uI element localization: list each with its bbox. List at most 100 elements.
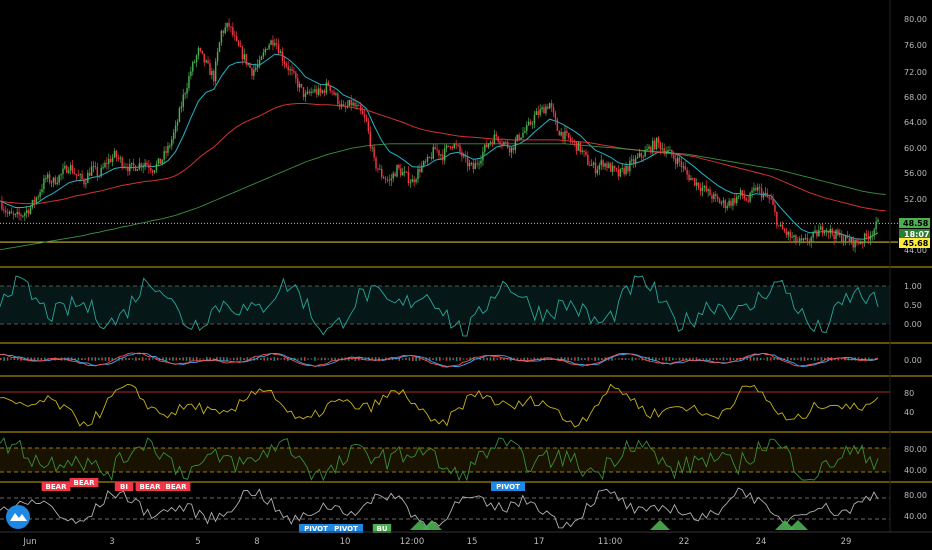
candle-body: [779, 224, 782, 227]
candle-body: [138, 163, 141, 170]
macd-hist-bar: [638, 358, 640, 360]
macd-hist-bar: [644, 357, 647, 361]
macd-hist-bar: [121, 357, 124, 361]
candle-body: [726, 205, 728, 209]
signal-label: PIVOT: [496, 483, 520, 491]
macd-hist-bar: [688, 357, 691, 361]
candle-body: [440, 154, 442, 156]
candle-body: [237, 40, 240, 46]
candle-body: [354, 102, 356, 107]
candle-body: [568, 132, 570, 139]
candle-body: [184, 93, 186, 95]
macd-hist-bar: [803, 357, 806, 361]
candle-body: [127, 167, 129, 172]
candle-body: [71, 165, 74, 173]
ema-slow-line: [0, 103, 886, 212]
macd-hist-bar: [16, 357, 19, 361]
candle-body: [590, 164, 593, 166]
candle-body: [405, 171, 408, 173]
candle-body: [308, 91, 310, 94]
candle-body: [45, 178, 47, 180]
macd-hist-bar: [300, 357, 303, 361]
candle-body: [325, 82, 328, 93]
candle-body: [348, 99, 351, 106]
candle-body: [306, 91, 309, 94]
candle-body: [329, 85, 331, 91]
tradingview-logo-icon[interactable]: [6, 505, 30, 529]
macd-hist-bar: [10, 358, 12, 360]
candle-body: [396, 164, 398, 177]
candle-body: [350, 99, 352, 106]
candle-body: [541, 107, 543, 110]
candle-body: [703, 185, 706, 188]
macd-hist-bar: [597, 357, 600, 361]
candle-body: [337, 93, 339, 105]
macd-hist-bar: [516, 357, 519, 361]
candle-body: [598, 165, 601, 170]
macd-hist-bar: [729, 357, 732, 361]
candle-body: [695, 182, 698, 186]
candle-body: [820, 226, 822, 230]
candle-body: [673, 155, 675, 159]
candle-body: [705, 185, 707, 192]
macd-hist-bar: [97, 357, 100, 361]
macd-hist-bar: [503, 357, 505, 361]
candle-body: [423, 161, 425, 166]
candle-body: [266, 48, 268, 50]
candle-body: [230, 26, 232, 28]
candle-body: [825, 230, 828, 233]
candle-body: [411, 179, 414, 183]
time-axis[interactable]: Jun 3 5 8 10 12:00 15 17 11:00 22 24 29: [0, 531, 932, 547]
candle-body: [665, 151, 667, 154]
candle-body: [54, 177, 57, 185]
candle-body: [172, 132, 175, 140]
price-axis[interactable]: 80.00 76.00 72.00 68.00 64.00 60.00 56.0…: [889, 0, 930, 532]
panel-tick: 80.00: [904, 491, 927, 500]
candle-body: [795, 235, 797, 243]
candle-body: [632, 159, 635, 164]
candle-body: [680, 161, 683, 168]
candle-body: [409, 182, 412, 184]
candle-body: [274, 43, 276, 46]
macd-hist-bar: [790, 357, 792, 361]
macd-hist-bar: [276, 357, 279, 361]
macd-hist-bar: [195, 357, 198, 361]
macd-hist-bar: [128, 358, 130, 360]
candle-body: [220, 30, 223, 43]
macd-hist-bar: [324, 357, 326, 361]
candle-body: [871, 235, 873, 237]
candle-body: [674, 158, 677, 164]
macd-hist-bar: [712, 357, 715, 361]
candle-body: [35, 197, 37, 203]
candle-body: [132, 162, 135, 166]
macd-hist-bar: [280, 358, 282, 360]
macd-hist-bar: [719, 358, 721, 360]
macd-hist-bar: [699, 358, 701, 360]
candle-body: [245, 54, 247, 65]
price-tick: 44.00: [904, 246, 927, 255]
candle-body: [25, 210, 28, 214]
candle-body: [14, 214, 16, 216]
candle-body: [592, 162, 595, 165]
macd-hist-bar: [162, 357, 164, 361]
candle-body: [499, 141, 501, 144]
candle-body: [718, 199, 721, 204]
candle-body: [258, 59, 261, 65]
macd-hist-bar: [658, 358, 661, 360]
candle-body: [342, 104, 345, 107]
candle-body: [442, 154, 444, 161]
candle-body: [424, 161, 427, 163]
candle-body: [506, 142, 509, 148]
candle-body: [41, 189, 43, 193]
candle-body: [300, 83, 303, 88]
candle-body: [29, 207, 32, 214]
macd-hist-bar: [574, 357, 576, 361]
macd-hist-bar: [685, 357, 688, 361]
candle-body: [319, 88, 322, 93]
candle-body: [844, 235, 847, 241]
macd-hist-bar: [722, 357, 725, 361]
macd-hist-bar: [577, 357, 580, 361]
candle-body: [791, 236, 793, 238]
candle-body: [182, 94, 184, 107]
